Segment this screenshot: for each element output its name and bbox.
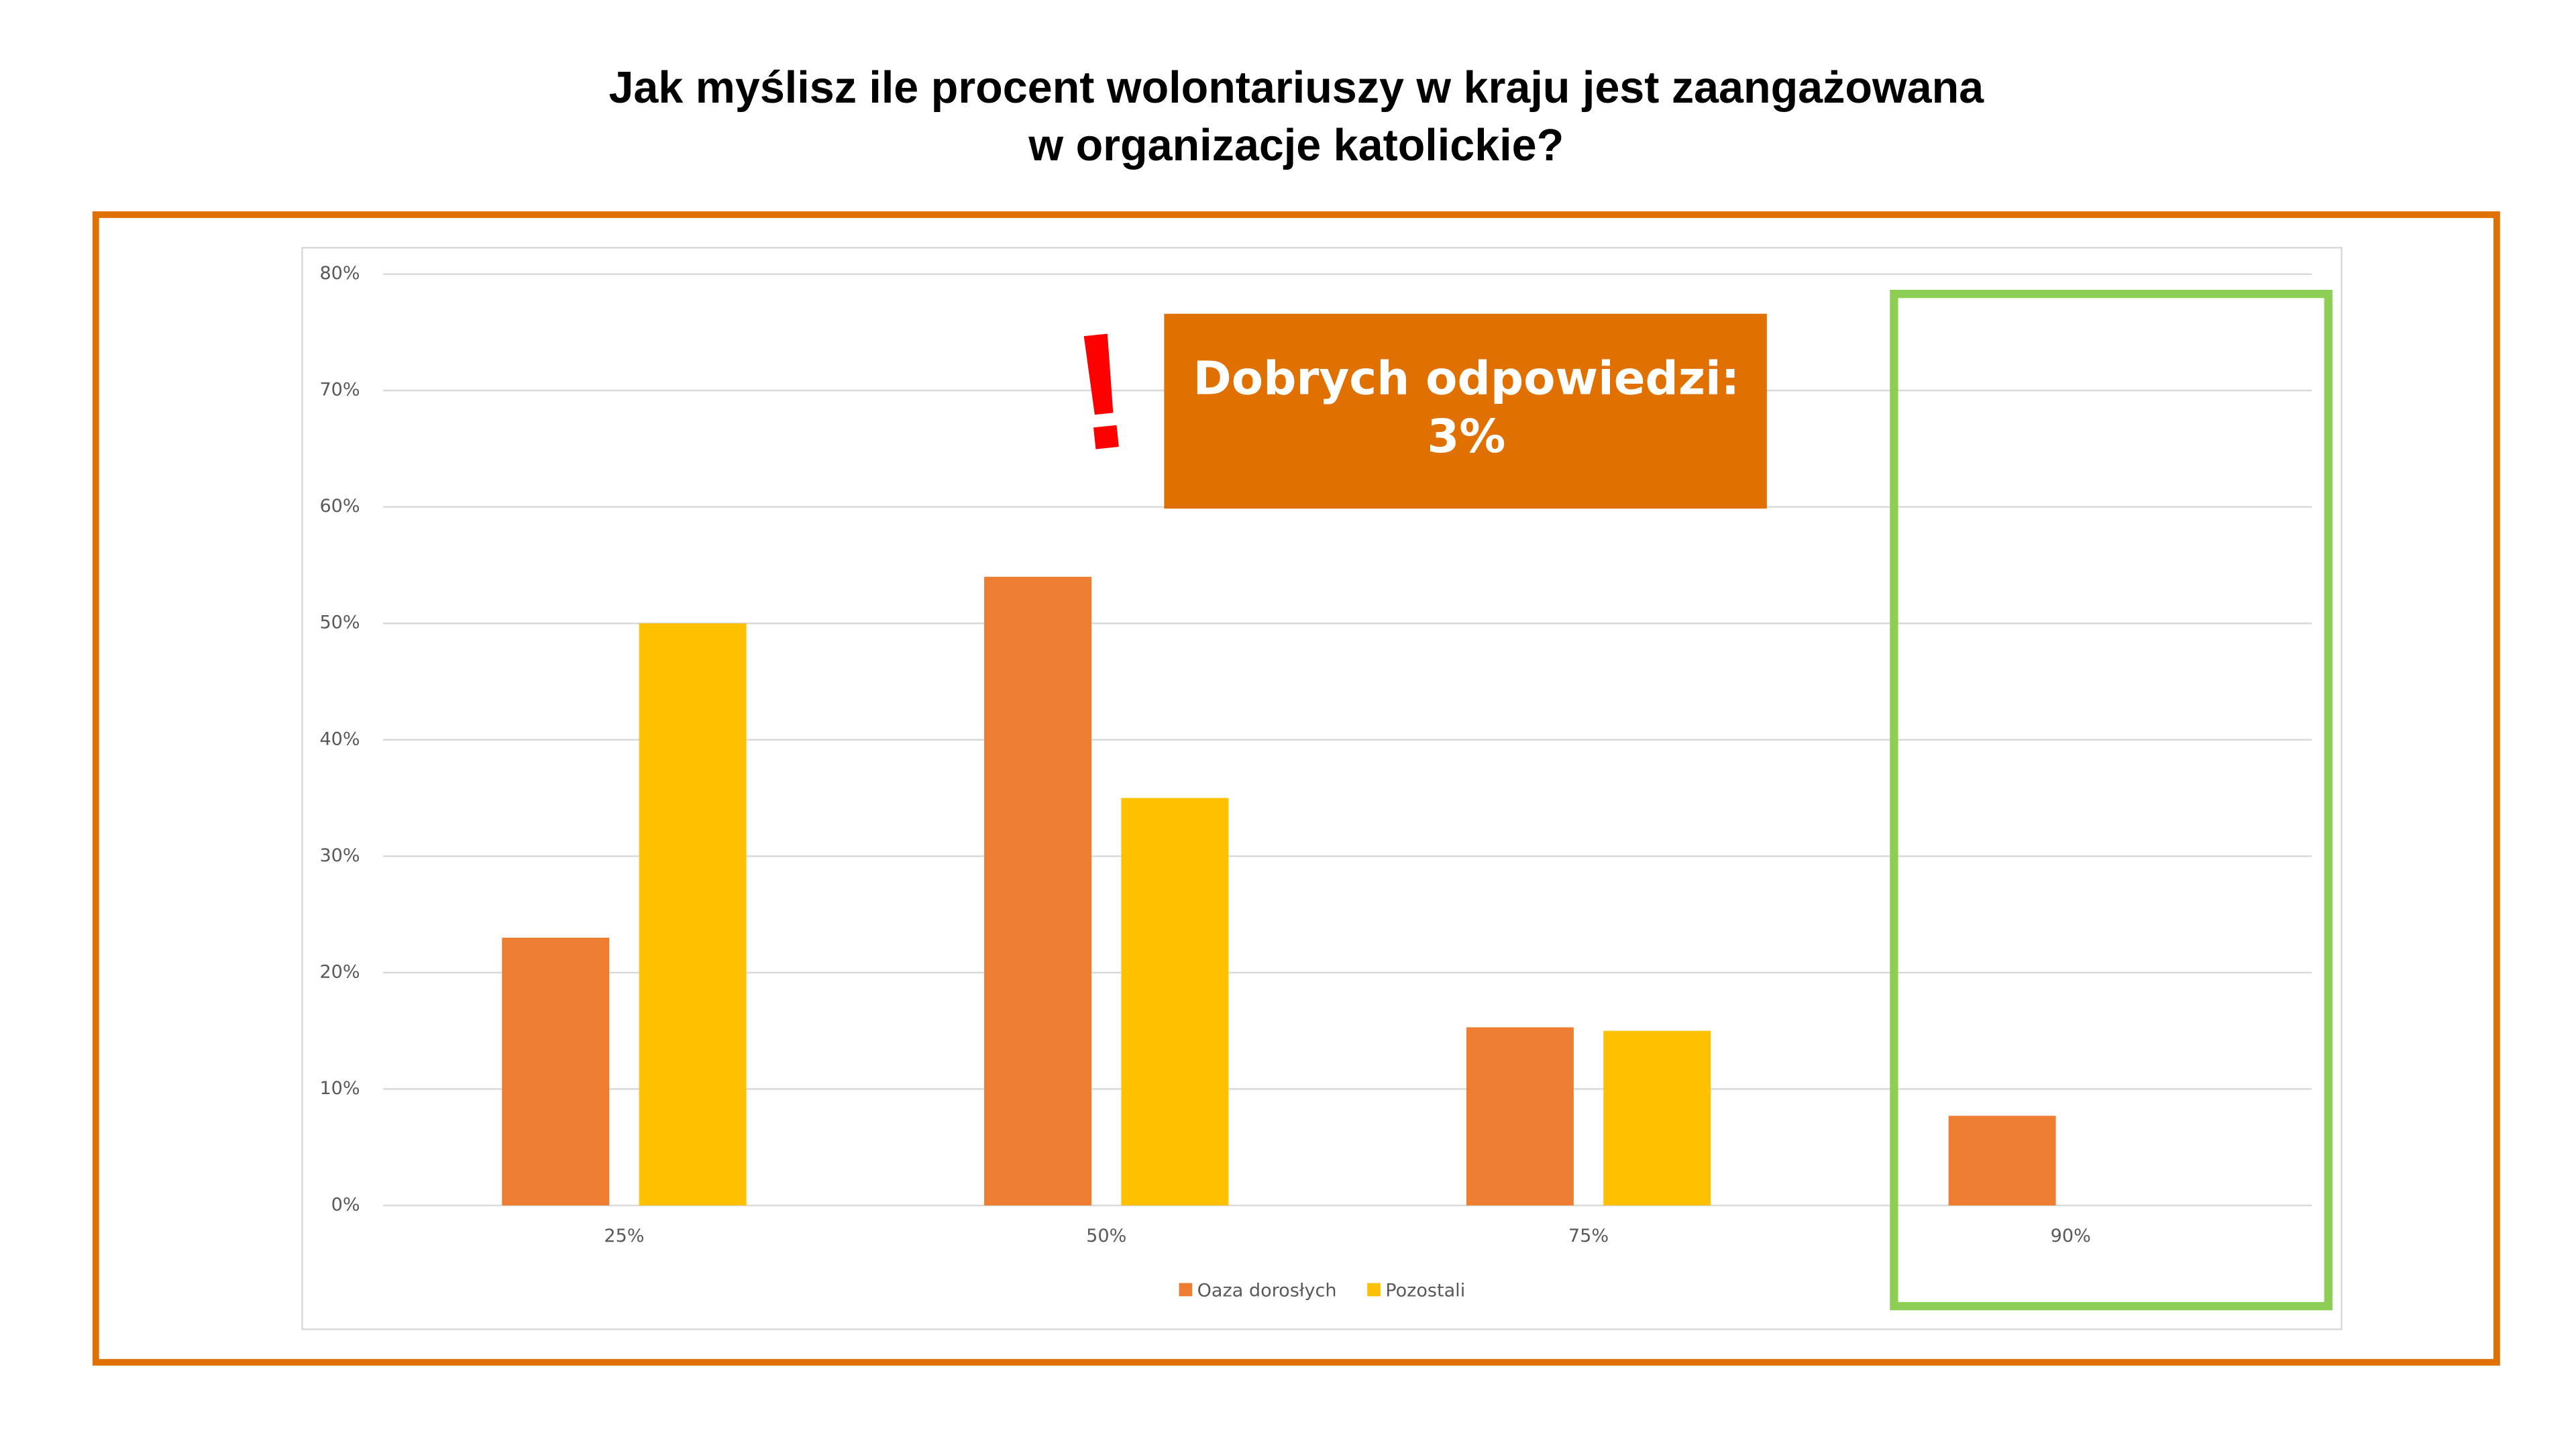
title-line: w organizacje katolickie?: [1028, 121, 1564, 170]
legend-swatch: [1367, 1283, 1381, 1297]
bar: [1603, 1030, 1711, 1205]
legend-label: Oaza dorosłych: [1197, 1280, 1337, 1301]
y-tick-label: 40%: [319, 729, 360, 749]
y-tick-label: 20%: [319, 961, 360, 982]
plot: 0% 10% 20% 30% 40% 50% 60% 70% 80% 25% 50% 75% 90% Oa…: [319, 263, 2312, 1301]
bar: [1466, 1027, 1574, 1205]
y-tick-label: 10%: [319, 1078, 360, 1099]
bar: [1121, 798, 1229, 1205]
bar: [639, 623, 747, 1205]
bar: [1948, 1116, 2056, 1205]
y-tick-label: 70%: [319, 380, 360, 400]
y-tick-label: 50%: [319, 612, 360, 633]
x-tick-label: 75%: [1568, 1226, 1609, 1246]
y-tick-label: 60%: [319, 496, 360, 517]
highlight-box: [1890, 290, 2332, 1311]
y-tick-label: 30%: [319, 845, 360, 866]
legend-swatch: [1179, 1283, 1193, 1297]
x-tick-label: 25%: [604, 1226, 644, 1246]
x-tick-label: 50%: [1086, 1226, 1126, 1246]
bar: [984, 576, 1092, 1205]
title-line: Jak myślisz ile procent wolontariuszy w …: [608, 63, 1984, 113]
x-tick-label: 90%: [2051, 1226, 2091, 1246]
annotation-text: 3%: [1427, 410, 1505, 464]
bar: [502, 937, 610, 1205]
annotation-box: [1164, 313, 1767, 509]
y-tick-label: 80%: [319, 263, 360, 284]
annotation-text: Dobrych odpowiedzi:: [1193, 352, 1740, 406]
outer-frame: [92, 211, 2500, 1366]
legend-label: Pozostali: [1385, 1280, 1465, 1301]
y-tick-label: 0%: [331, 1194, 360, 1215]
